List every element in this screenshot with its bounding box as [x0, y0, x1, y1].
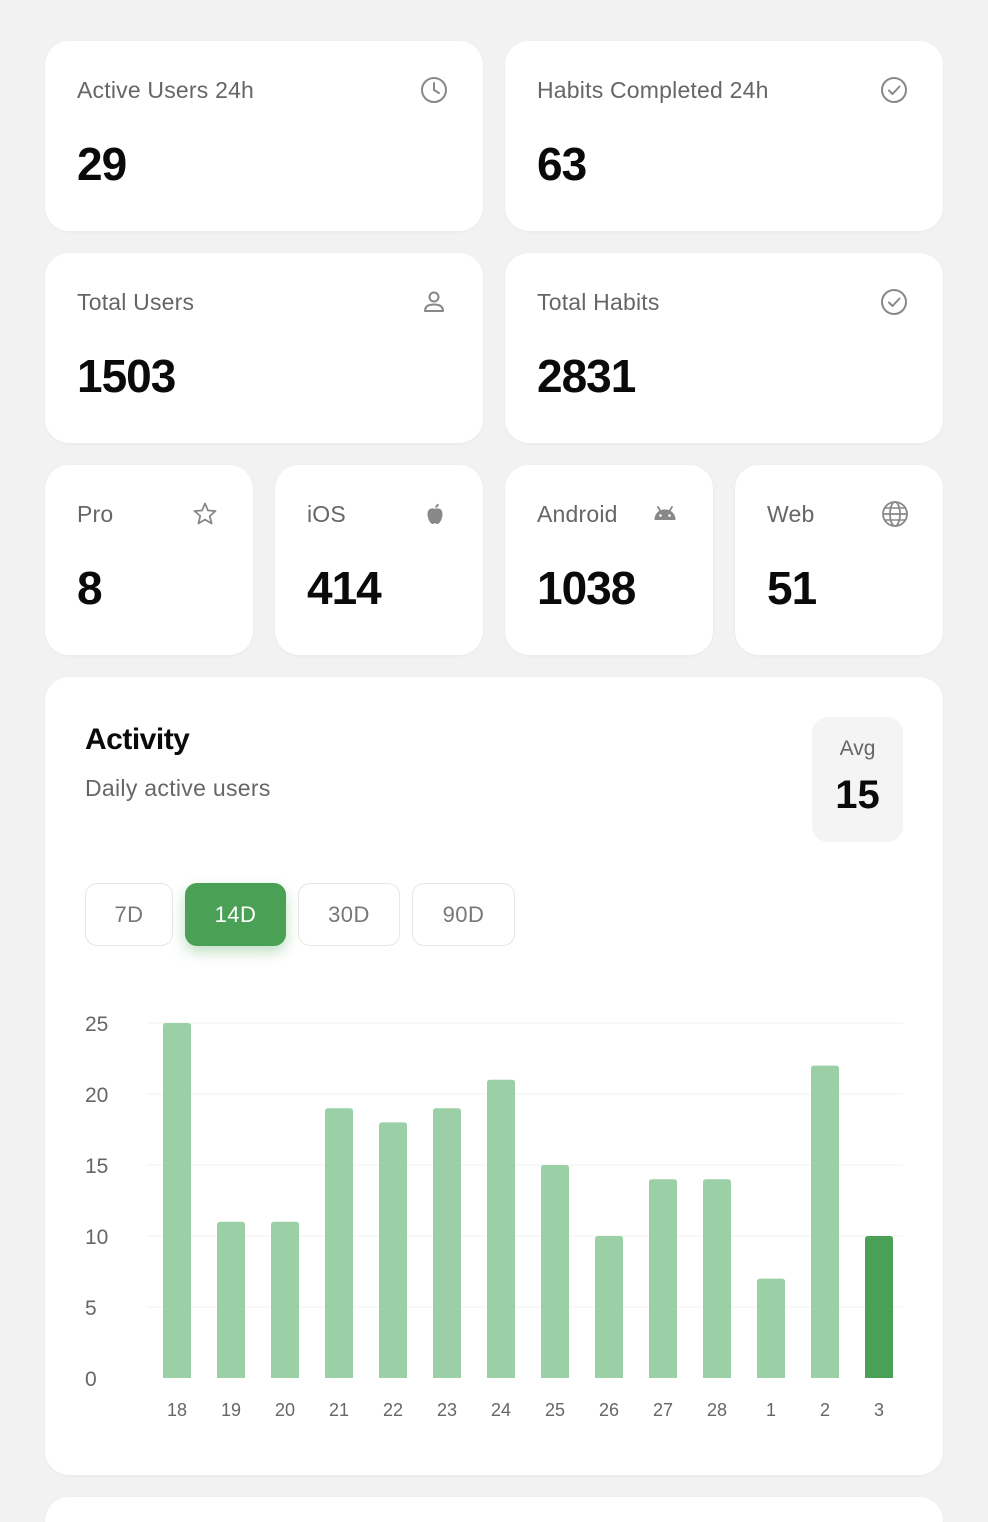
x-tick-label: 3 [874, 1400, 884, 1420]
x-tick-label: 26 [599, 1400, 619, 1420]
stat-label: Total Users [77, 289, 195, 315]
bar[interactable] [595, 1236, 623, 1378]
y-tick-label: 10 [85, 1226, 108, 1249]
stat-card-active-users: Active Users 24h 29 [45, 41, 483, 231]
globe-icon [880, 499, 910, 529]
x-tick-label: 23 [437, 1400, 457, 1420]
stat-value: 51 [767, 562, 817, 614]
stat-label: iOS [307, 501, 346, 527]
y-tick-label: 5 [85, 1297, 97, 1320]
stat-card-web: Web 51 [735, 465, 943, 655]
avg-value: 15 [835, 773, 880, 817]
y-tick-label: 25 [85, 1013, 108, 1036]
bar[interactable] [433, 1108, 461, 1378]
x-tick-label: 18 [167, 1400, 187, 1420]
range-button-7d[interactable]: 7D [85, 883, 173, 946]
star-icon [190, 499, 220, 529]
avg-badge: Avg 15 [812, 717, 903, 842]
stat-value: 1038 [537, 562, 636, 614]
y-tick-label: 15 [85, 1155, 108, 1178]
x-tick-label: 22 [383, 1400, 403, 1420]
stat-card-android: Android 1038 [505, 465, 713, 655]
y-tick-label: 0 [85, 1368, 97, 1391]
bar[interactable] [163, 1023, 191, 1378]
apple-icon [420, 499, 450, 529]
stat-label: Web [767, 501, 815, 527]
stat-value: 1503 [77, 350, 176, 402]
stat-value: 63 [537, 138, 587, 190]
x-tick-label: 1 [766, 1400, 776, 1420]
bar[interactable] [757, 1278, 785, 1378]
x-tick-label: 28 [707, 1400, 727, 1420]
activity-subtitle: Daily active users [85, 775, 271, 801]
bar[interactable] [271, 1221, 299, 1378]
bar[interactable] [487, 1079, 515, 1378]
bar[interactable] [217, 1221, 245, 1378]
stat-value: 414 [307, 562, 382, 614]
bar[interactable] [703, 1179, 731, 1378]
activity-title: Activity [85, 723, 190, 756]
x-tick-label: 21 [329, 1400, 349, 1420]
stat-label: Total Habits [537, 289, 660, 315]
stat-card-ios: iOS 414 [275, 465, 483, 655]
android-icon [650, 499, 680, 529]
x-tick-label: 2 [820, 1400, 830, 1420]
clock-icon [419, 75, 449, 105]
x-tick-label: 19 [221, 1400, 241, 1420]
stat-value: 29 [77, 138, 127, 190]
stat-card-total-habits: Total Habits 2831 [505, 253, 943, 443]
avg-label: Avg [839, 737, 876, 760]
stat-card-pro: Pro 8 [45, 465, 253, 655]
bar[interactable] [865, 1236, 893, 1378]
range-button-90d[interactable]: 90D [412, 883, 515, 946]
activity-card: Activity Daily active users Avg 15 7D 14… [45, 677, 943, 1475]
bar[interactable] [379, 1122, 407, 1378]
check-circle-icon [879, 75, 909, 105]
stat-label: Active Users 24h [77, 77, 255, 103]
x-tick-label: 24 [491, 1400, 511, 1420]
stat-label: Pro [77, 501, 114, 527]
range-button-14d[interactable]: 14D [185, 883, 286, 946]
stat-card-habits-completed: Habits Completed 24h 63 [505, 41, 943, 231]
bar[interactable] [811, 1065, 839, 1378]
x-tick-label: 20 [275, 1400, 295, 1420]
x-tick-label: 25 [545, 1400, 565, 1420]
stat-label: Habits Completed 24h [537, 77, 769, 103]
bar[interactable] [325, 1108, 353, 1378]
stat-value: 8 [77, 562, 103, 614]
range-button-30d[interactable]: 30D [298, 883, 400, 946]
y-tick-label: 20 [85, 1084, 108, 1107]
bar[interactable] [649, 1179, 677, 1378]
bar[interactable] [541, 1165, 569, 1378]
stat-value: 2831 [537, 350, 636, 402]
stat-label: Android [537, 501, 618, 527]
check-circle-icon [879, 287, 909, 317]
user-icon [419, 287, 449, 317]
next-card [45, 1497, 943, 1522]
x-tick-label: 27 [653, 1400, 673, 1420]
stat-card-total-users: Total Users 1503 [45, 253, 483, 443]
